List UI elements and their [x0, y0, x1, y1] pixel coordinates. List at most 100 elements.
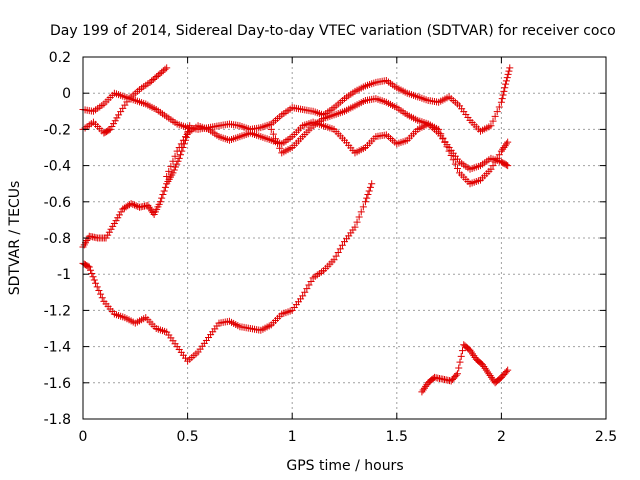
data-point: [110, 220, 118, 228]
data-point: [171, 163, 179, 171]
data-point: [106, 125, 114, 133]
data-point: [107, 225, 115, 233]
data-point: [449, 156, 457, 164]
data-point: [338, 241, 346, 249]
grid: [83, 57, 606, 419]
x-axis: 0 0.5 1 1.5 2 2.5: [79, 57, 617, 445]
data-point: [115, 211, 123, 219]
data-point: [506, 64, 514, 72]
data-point: [105, 126, 113, 134]
data-point: [117, 208, 125, 216]
data-point: [165, 167, 173, 175]
data-point: [88, 269, 96, 277]
data-point: [502, 368, 510, 376]
x-tick-label: 0: [79, 429, 88, 445]
data-point: [161, 65, 169, 73]
data-point: [84, 262, 92, 270]
data-point: [479, 361, 487, 369]
data-point: [276, 144, 284, 152]
data-point: [267, 125, 275, 133]
data-point: [497, 147, 505, 155]
data-point: [453, 164, 461, 172]
data-point: [456, 358, 464, 366]
data-point: [366, 183, 374, 191]
data-point: [503, 74, 511, 82]
y-tick-label: -1: [57, 267, 71, 283]
data-point: [176, 151, 184, 159]
data-point: [363, 194, 371, 202]
data-point: [158, 68, 166, 76]
y-tick-label: -1.2: [44, 303, 71, 319]
data-point: [458, 347, 466, 355]
data-point: [271, 135, 279, 143]
data-point: [359, 203, 367, 211]
data-point: [357, 208, 365, 216]
data-point: [90, 276, 98, 284]
data-point: [307, 277, 315, 285]
y-tick-label: -0.8: [44, 231, 71, 247]
y-tick-label: -0.4: [44, 159, 71, 175]
data-point: [453, 370, 461, 378]
data-point: [498, 95, 506, 103]
data-point: [420, 384, 428, 392]
x-axis-label: GPS time / hours: [286, 458, 403, 474]
data-point: [487, 122, 495, 130]
series-track-4: [267, 95, 512, 173]
data-point: [455, 364, 463, 372]
data-point: [180, 140, 188, 148]
data-point: [161, 183, 169, 191]
data-point: [305, 281, 313, 289]
data-point: [108, 123, 116, 131]
data-point: [97, 290, 105, 298]
data-point: [129, 200, 137, 208]
data-point: [171, 152, 179, 160]
data-point: [419, 386, 427, 394]
data-point: [502, 161, 510, 169]
data-point: [422, 382, 430, 390]
data-point: [500, 87, 508, 95]
data-point: [174, 157, 182, 165]
data-point: [112, 217, 120, 225]
data-point: [179, 144, 187, 151]
data-point: [111, 117, 119, 125]
data-point: [185, 125, 193, 133]
data-point: [504, 366, 512, 374]
data-point: [92, 279, 100, 287]
series-track-6: [79, 180, 376, 365]
y-tick-label: -1.4: [44, 340, 71, 356]
data-point: [132, 202, 140, 210]
data-point: [504, 70, 512, 78]
data-point: [332, 252, 340, 260]
data-point: [173, 160, 181, 168]
data-point: [495, 103, 503, 111]
y-tick-label: -1.8: [44, 412, 71, 428]
y-tick-label: 0: [62, 86, 71, 102]
data-point: [98, 294, 106, 302]
data-point: [480, 363, 488, 371]
data-point: [148, 77, 156, 85]
data-point: [175, 154, 183, 162]
data-point: [182, 136, 190, 144]
data-point: [484, 368, 492, 376]
y-tick-label: -1.6: [44, 376, 71, 392]
data-point: [274, 140, 282, 148]
data-point: [156, 70, 164, 78]
data-point: [418, 388, 426, 396]
data-points: [79, 64, 514, 396]
data-point: [85, 263, 93, 271]
data-point: [145, 203, 153, 211]
x-tick-label: 2.5: [595, 429, 617, 445]
series-track-2: [79, 64, 171, 137]
data-point: [130, 201, 138, 209]
y-tick-label: -0.2: [44, 122, 71, 138]
data-point: [334, 248, 342, 256]
data-point: [182, 133, 190, 141]
data-point: [457, 352, 465, 360]
data-point: [504, 162, 512, 170]
y-axis: 0.2 0 -0.2 -0.4 -0.6 -0.8 -1 -1.2 -1.4 -1.6 -1.8: [44, 50, 606, 428]
data-point: [502, 80, 510, 88]
data-point: [301, 288, 309, 296]
data-point: [109, 222, 117, 230]
